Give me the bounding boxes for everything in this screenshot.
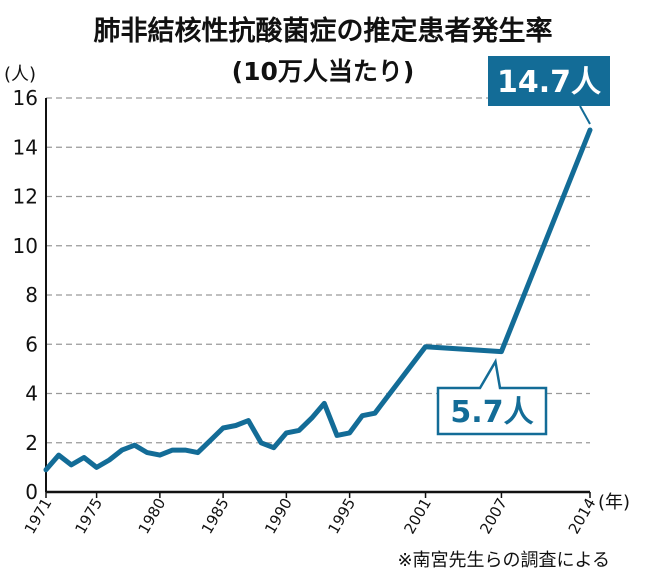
data-point (133, 444, 136, 447)
data-point (323, 402, 326, 405)
data-point (285, 431, 288, 435)
data-point (335, 434, 339, 437)
y-tick-label: 2 (25, 431, 38, 455)
y-tick-labels: 0 2 4 6 8 10 12 14 16 (13, 86, 38, 504)
data-point (57, 453, 60, 457)
y-tick-label: 12 (13, 185, 38, 209)
callout-peak: 14.7人 (488, 56, 610, 125)
callout-2007-box (436, 358, 548, 436)
data-point (183, 448, 187, 452)
grid-lines (46, 97, 590, 444)
y-tick-label: 10 (13, 234, 38, 258)
data-point (297, 429, 301, 432)
y-axis-unit: (人) (4, 64, 36, 85)
x-tick-label: 2001 (400, 495, 435, 537)
callout-peak-label: 14.7人 (497, 65, 601, 100)
y-tick-label: 6 (25, 332, 38, 356)
data-point (158, 453, 162, 457)
data-point (171, 448, 174, 452)
x-tick-label: 1985 (198, 495, 233, 537)
callout-peak-leader (579, 105, 591, 125)
data-point (361, 414, 364, 417)
callout-2007-label: 5.7人 (450, 395, 533, 430)
y-tick-label: 4 (25, 382, 38, 406)
x-tick-label: 1975 (71, 495, 106, 537)
x-tick-labels: 1971 1975 1980 1985 1990 1995 2001 2007 2014 (21, 492, 600, 537)
axes (45, 98, 590, 494)
callout-2007: 5.7人 (436, 358, 548, 436)
y-tick-label: 16 (13, 86, 38, 110)
callout-peak-box (488, 56, 610, 106)
y-tick-label: 0 (25, 480, 38, 504)
x-tick-label: 1990 (261, 495, 296, 537)
data-point (95, 466, 98, 469)
series-line (43, 127, 593, 473)
data-point (259, 441, 263, 444)
x-tick-label: 2007 (476, 495, 511, 537)
x-axis-unit: (年) (598, 492, 630, 513)
series-group (43, 127, 593, 473)
data-point (196, 451, 200, 454)
data-point (44, 468, 48, 472)
data-point (348, 431, 351, 435)
x-tick-label: 1995 (324, 495, 359, 537)
data-point (234, 424, 237, 427)
data-point (424, 345, 427, 348)
data-point (221, 426, 225, 430)
chart-subtitle: (10万人当たり) (232, 57, 415, 86)
x-tick-label: 1980 (135, 495, 170, 537)
data-point (82, 456, 86, 459)
data-point (588, 128, 592, 132)
data-point (247, 419, 250, 422)
data-point (373, 412, 377, 415)
data-point (146, 451, 149, 454)
data-point (70, 463, 73, 467)
data-point (120, 448, 124, 452)
data-point (272, 446, 275, 449)
data-point (209, 439, 212, 442)
y-tick-label: 14 (13, 135, 38, 159)
y-tick-label: 8 (25, 283, 38, 307)
x-tick-label: 2014 (565, 495, 600, 537)
chart-title: 肺非結核性抗酸菌症の推定患者発生率 (94, 15, 553, 47)
data-point (500, 350, 503, 353)
data-point (108, 458, 111, 462)
data-point (310, 416, 313, 420)
source-note: ※南宮先生らの調査による (397, 550, 610, 571)
